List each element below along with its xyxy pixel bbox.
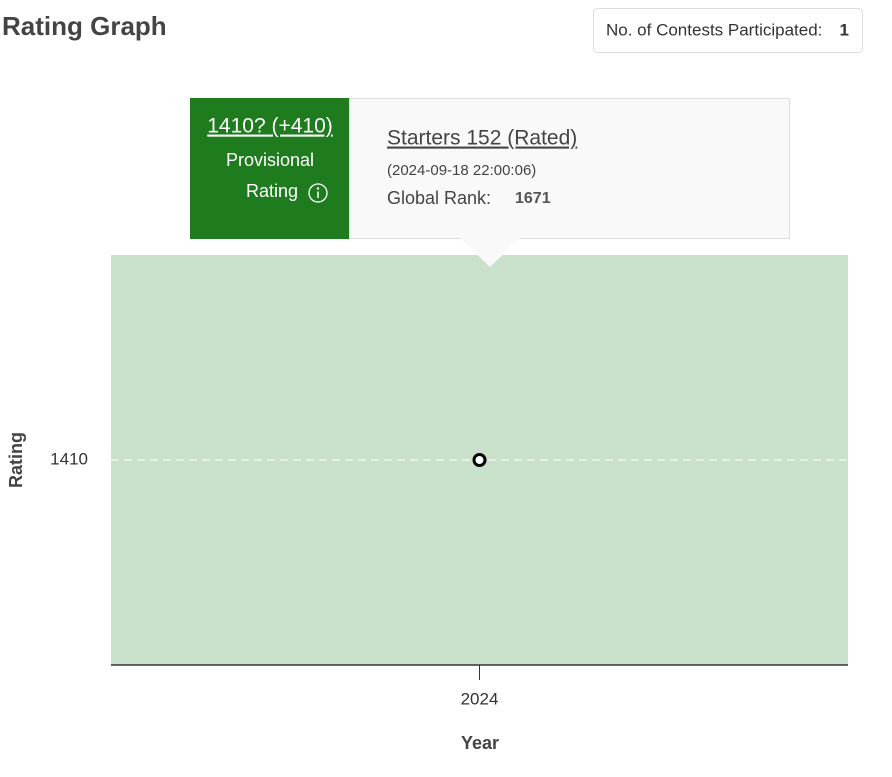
x-tick-label: 2024	[461, 689, 499, 708]
data-point	[472, 453, 487, 467]
y-tick-label: 1410	[50, 449, 88, 468]
tooltip-time: (2024-09-18 22:00:06)	[387, 162, 536, 179]
badge-value: 1	[840, 20, 849, 39]
tooltip-rank-label: Global Rank:	[387, 188, 491, 208]
tooltip-box	[349, 98, 790, 239]
badge	[593, 8, 863, 53]
tooltip-rating-box	[190, 98, 349, 239]
tooltip-status: Rating	[246, 181, 298, 201]
tooltip-pointer	[460, 238, 520, 267]
y-axis-label: Rating	[6, 432, 26, 488]
tooltip: 1410? (+410) Provisional Rating Starters…	[190, 98, 790, 267]
x-axis-label: Year	[461, 733, 499, 753]
tooltip-contest[interactable]: Starters 152 (Rated)	[387, 127, 577, 150]
info-icon[interactable]	[308, 183, 328, 203]
badge-label: No. of Contests Participated:	[606, 20, 822, 39]
title: Rating Graph	[2, 11, 167, 41]
tooltip-rating[interactable]: 1410? (+410)	[207, 115, 333, 138]
plot: 1410 2024	[50, 255, 848, 708]
tooltip-status: Provisional	[226, 150, 314, 170]
tooltip-rank: 1671	[515, 190, 551, 207]
